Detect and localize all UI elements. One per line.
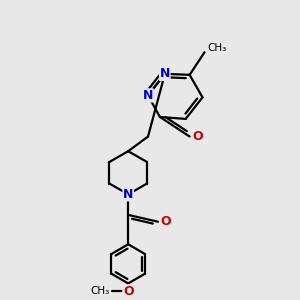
Text: CH₃: CH₃ bbox=[91, 286, 110, 296]
Text: N: N bbox=[160, 68, 170, 80]
Text: N: N bbox=[143, 89, 153, 102]
Text: N: N bbox=[123, 188, 134, 201]
Text: O: O bbox=[192, 130, 203, 143]
Text: CH₃: CH₃ bbox=[208, 44, 227, 53]
Text: O: O bbox=[123, 285, 134, 298]
Text: O: O bbox=[160, 215, 171, 228]
